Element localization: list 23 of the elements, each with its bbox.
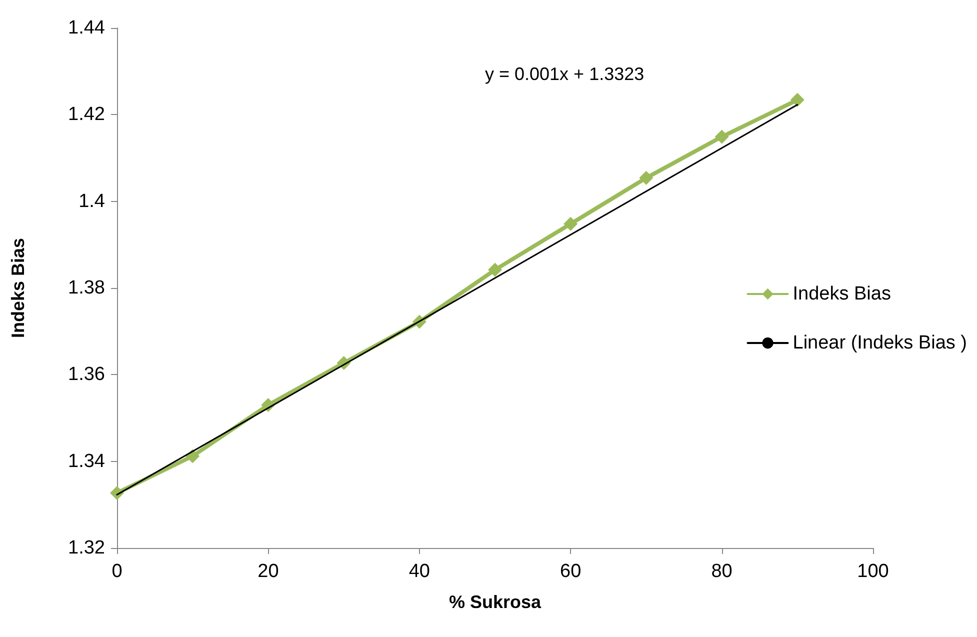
x-tick-label: 100 xyxy=(857,561,889,582)
x-tick-label: 40 xyxy=(408,561,430,582)
y-tick-label: 1.36 xyxy=(68,364,105,386)
x-axis-title: % Sukrosa xyxy=(448,592,542,612)
x-tick-label: 0 xyxy=(112,561,122,582)
point xyxy=(564,216,578,231)
y-tick-label: 1.44 xyxy=(68,18,106,38)
point xyxy=(714,130,729,144)
x-tick-label: 20 xyxy=(258,561,279,582)
point xyxy=(790,92,804,107)
y-tick-label: 1.38 xyxy=(68,278,105,298)
legend-label: Indeks Bias xyxy=(792,284,891,304)
y-tick-label: 1.32 xyxy=(68,538,105,558)
y-tick-label: 1.4 xyxy=(78,190,106,212)
y-tick-label: 1.42 xyxy=(68,104,105,126)
annotation: y = 0.001x + 1.3323 xyxy=(485,64,644,84)
point xyxy=(639,170,654,185)
x-tick-label: 80 xyxy=(711,561,732,582)
point xyxy=(488,262,502,277)
y-axis-title: Indeks Bias xyxy=(8,238,28,338)
x-tick-label: 60 xyxy=(560,561,582,582)
legend-label: Linear (Indeks Bias ) xyxy=(792,332,968,354)
y-tick-label: 1.34 xyxy=(68,450,106,472)
